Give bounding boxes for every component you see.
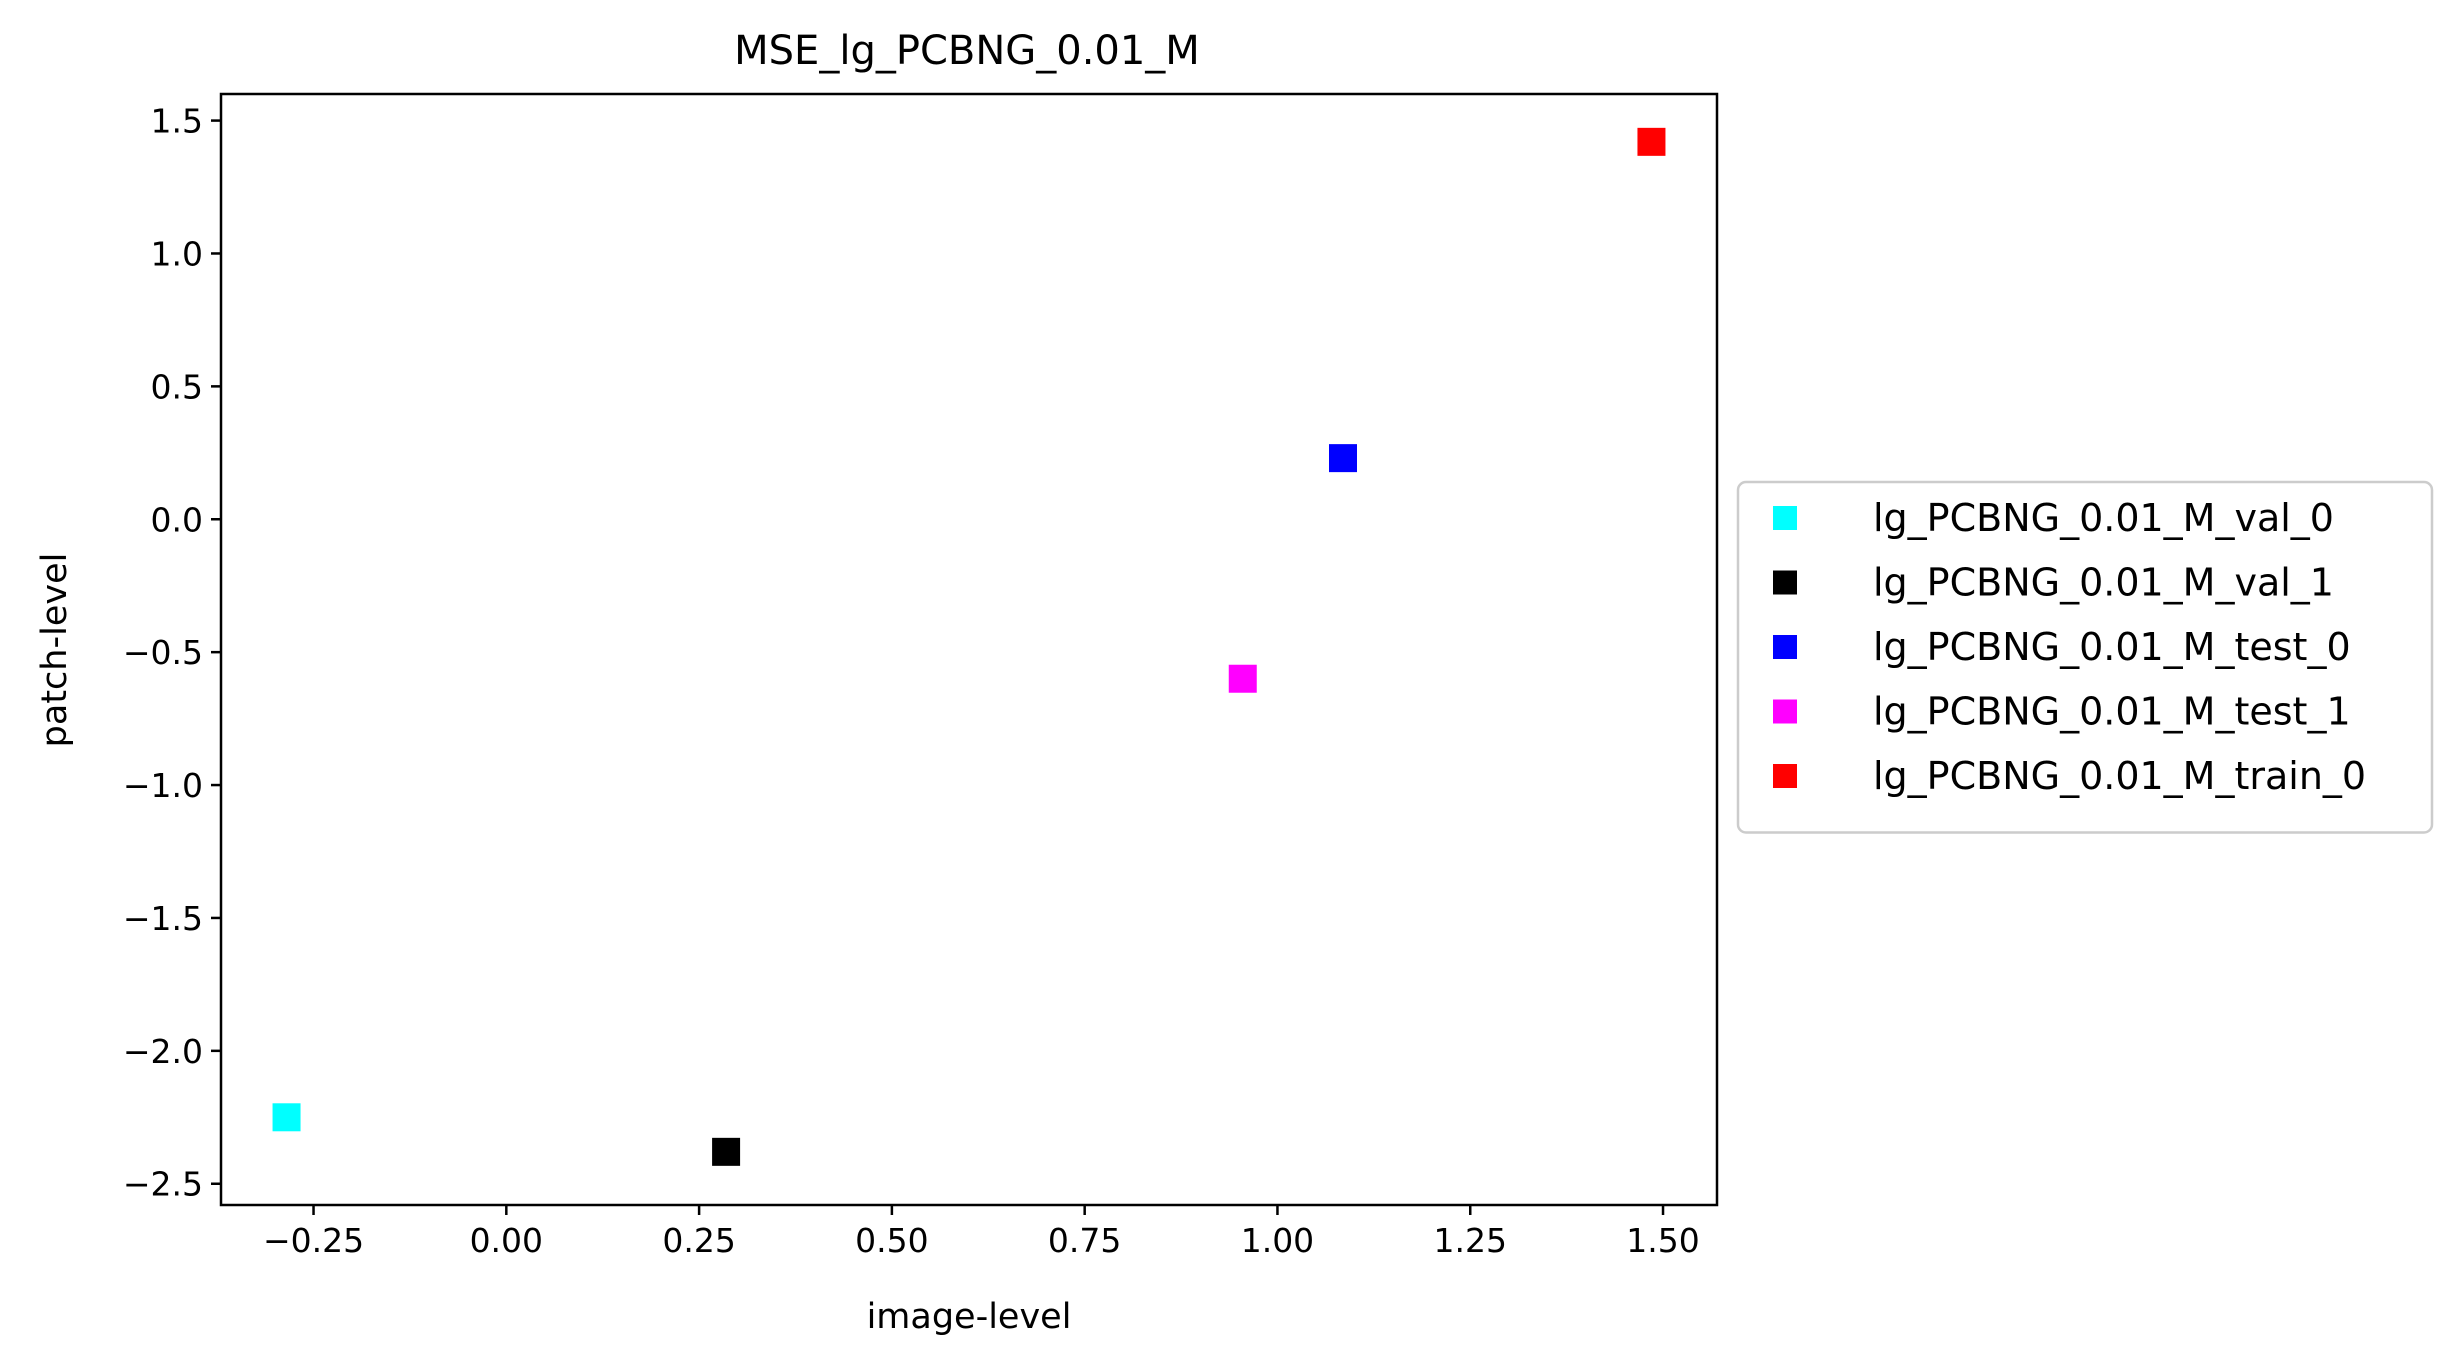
x-tick-label: 0.75 xyxy=(1048,1221,1121,1260)
legend-marker xyxy=(1773,506,1797,530)
y-tick-label: 0.0 xyxy=(151,500,203,539)
data-point xyxy=(712,1137,741,1166)
legend-label: lg_PCBNG_0.01_M_train_0 xyxy=(1873,754,2366,798)
legend-label: lg_PCBNG_0.01_M_test_1 xyxy=(1873,690,2351,734)
plot-frame xyxy=(219,92,1719,1207)
legend-label: lg_PCBNG_0.01_M_val_1 xyxy=(1873,561,2334,605)
x-tick-label: 1.00 xyxy=(1241,1221,1314,1260)
y-tick-label: 1.5 xyxy=(151,102,203,141)
x-axis-ticks: −0.25 0.00 0.25 0.50 0.75 1.00 1.25 1.50 xyxy=(263,1205,1700,1260)
y-tick-label: 1.0 xyxy=(151,234,203,273)
data-point xyxy=(1228,664,1257,693)
legend-marker xyxy=(1773,635,1797,659)
data-point xyxy=(1637,127,1666,156)
y-axis-ticks: 1.5 1.0 0.5 0.0 −0.5 −1.0 −1.5 −2.0 −2.5 xyxy=(123,102,221,1204)
legend-marker xyxy=(1773,764,1797,788)
legend-label: lg_PCBNG_0.01_M_val_0 xyxy=(1873,496,2334,540)
data-point xyxy=(1329,444,1357,473)
legend: lg_PCBNG_0.01_M_val_0 lg_PCBNG_0.01_M_val… xyxy=(1736,480,2434,834)
y-axis-label: patch-level xyxy=(35,553,75,748)
legend-frame xyxy=(1736,480,2434,834)
x-tick-label: −0.25 xyxy=(263,1221,364,1260)
y-tick-label: −2.5 xyxy=(123,1165,203,1204)
x-tick-label: 0.25 xyxy=(662,1221,735,1260)
data-point xyxy=(272,1103,301,1132)
x-tick-label: 1.25 xyxy=(1433,1221,1506,1260)
y-tick-label: −2.0 xyxy=(123,1032,203,1071)
chart-title: MSE_lg_PCBNG_0.01_M xyxy=(734,28,1200,74)
y-tick-label: −0.5 xyxy=(123,633,203,672)
legend-label: lg_PCBNG_0.01_M_test_0 xyxy=(1873,625,2351,669)
y-tick-label: −1.5 xyxy=(123,899,203,938)
y-tick-label: −1.0 xyxy=(123,766,203,805)
y-tick-label: 0.5 xyxy=(151,367,203,406)
x-tick-label: 0.00 xyxy=(470,1221,543,1260)
legend-marker xyxy=(1773,699,1797,724)
x-axis-label: image-level xyxy=(867,1297,1072,1337)
x-tick-label: 1.50 xyxy=(1626,1221,1699,1260)
x-tick-label: 0.50 xyxy=(855,1221,928,1260)
plot-area xyxy=(272,127,1666,1166)
legend-marker xyxy=(1773,570,1797,595)
